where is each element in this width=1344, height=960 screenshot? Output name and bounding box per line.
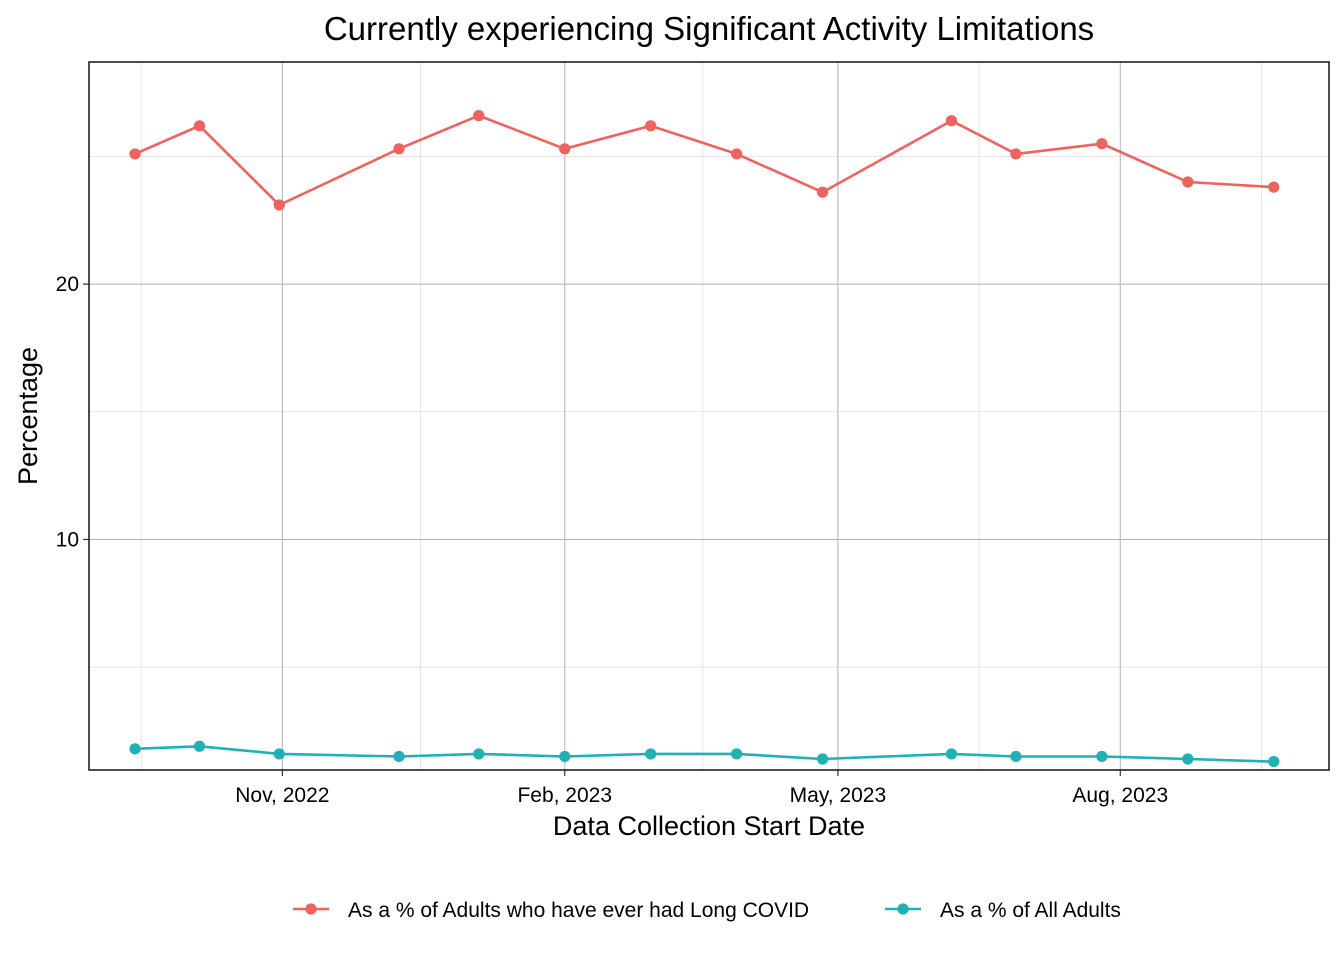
- data-point: [273, 199, 285, 211]
- legend-label: As a % of Adults who have ever had Long …: [348, 899, 809, 922]
- x-tick-label: Nov, 2022: [235, 784, 329, 807]
- data-point: [393, 143, 405, 155]
- legend-key-point: [305, 903, 317, 915]
- x-tick-label: Feb, 2023: [517, 784, 612, 807]
- data-point: [731, 148, 743, 160]
- data-point: [193, 120, 206, 132]
- data-point: [273, 748, 285, 760]
- data-point: [473, 110, 485, 122]
- data-point: [1096, 750, 1108, 763]
- data-point: [945, 748, 958, 760]
- y-tick-label: 20: [56, 273, 79, 296]
- data-point: [645, 120, 657, 132]
- data-point: [473, 748, 485, 760]
- data-point: [1182, 753, 1194, 765]
- data-point: [816, 753, 829, 765]
- data-point: [129, 148, 141, 160]
- legend-label: As a % of All Adults: [940, 899, 1121, 922]
- data-point: [129, 743, 141, 755]
- y-tick-label: 10: [56, 528, 79, 551]
- x-tick-label: Aug, 2023: [1072, 784, 1168, 807]
- data-point: [1268, 755, 1280, 768]
- axes: 10 20 Nov, 2022 Feb, 2023 May, 2023 Aug, 2023: [56, 273, 1169, 807]
- chart-title: Currently experiencing Significant Activ…: [324, 10, 1094, 47]
- legend-key-point: [897, 903, 909, 915]
- data-point: [193, 740, 206, 752]
- series-line-2: [134, 744, 1274, 763]
- y-axis-title: Percentage: [13, 347, 43, 485]
- data-point: [645, 748, 657, 760]
- legend: As a % of Adults who have ever had Long …: [293, 899, 1121, 922]
- x-axis-title: Data Collection Start Date: [553, 811, 865, 841]
- x-tick-label: May, 2023: [790, 784, 887, 807]
- data-point: [1010, 750, 1022, 763]
- data-point: [945, 115, 958, 127]
- series-layer: [129, 110, 1280, 768]
- data-point: [559, 750, 571, 763]
- data-point: [393, 750, 405, 763]
- grid: [89, 62, 1329, 770]
- data-point: [559, 143, 571, 155]
- data-point: [731, 748, 743, 760]
- data-point: [816, 186, 829, 198]
- data-point: [1268, 181, 1280, 193]
- data-point: [1096, 138, 1108, 150]
- data-point: [1010, 148, 1022, 160]
- series-line-1: [134, 114, 1274, 207]
- data-point: [1182, 176, 1194, 188]
- plot-panel: [88, 61, 1330, 771]
